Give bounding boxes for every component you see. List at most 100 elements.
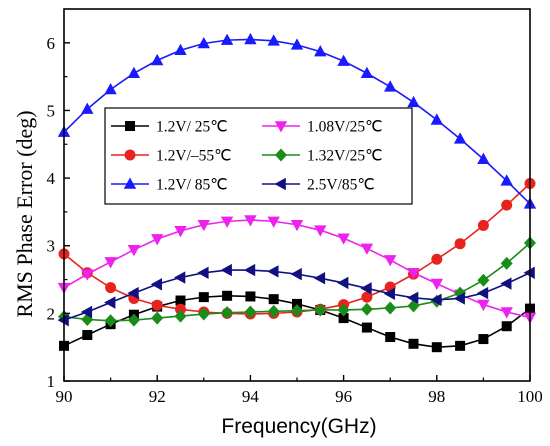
data-point: [313, 271, 326, 285]
data-point: [243, 263, 256, 277]
data-point: [501, 321, 512, 332]
data-point: [453, 292, 465, 305]
legend-label: 1.32V/25℃: [307, 148, 383, 165]
data-point: [80, 305, 93, 319]
data-point: [454, 238, 466, 250]
data-point: [151, 53, 164, 66]
x-tick-label: 94: [242, 387, 260, 406]
data-point: [220, 263, 232, 277]
series-layer: [57, 32, 537, 353]
series-3: [57, 32, 537, 209]
data-point: [197, 36, 210, 49]
legend-item: 1.2V/ 25℃: [111, 119, 228, 136]
x-tick-label: 98: [428, 387, 445, 406]
data-point: [407, 267, 420, 280]
legend-item: 1.08V/25℃: [262, 119, 383, 136]
legend-marker: [123, 177, 137, 189]
data-point: [174, 43, 187, 56]
data-point: [407, 291, 419, 305]
data-point: [104, 257, 117, 269]
y-tick-label: 5: [47, 101, 56, 120]
data-point: [127, 244, 141, 257]
data-point: [430, 278, 443, 291]
data-point: [220, 33, 234, 45]
data-point: [384, 80, 397, 92]
data-point: [455, 340, 466, 351]
data-point: [222, 290, 233, 301]
data-point: [407, 95, 420, 108]
data-point: [197, 219, 210, 232]
data-point: [175, 295, 186, 306]
data-point: [290, 219, 304, 232]
data-point: [291, 304, 303, 318]
data-point: [337, 54, 350, 66]
data-point: [267, 216, 280, 228]
ylabel-group: RMS Phase Error (deg): [12, 110, 37, 317]
data-point: [383, 287, 395, 300]
legend-item: 2.5V/85℃: [262, 177, 375, 194]
data-point: [338, 313, 349, 324]
data-point: [292, 298, 302, 309]
data-point: [500, 307, 513, 319]
legend-marker: [274, 177, 286, 191]
data-point: [430, 293, 442, 307]
data-point: [337, 233, 350, 245]
data-point: [337, 303, 350, 317]
data-point: [267, 265, 279, 278]
data-point: [523, 266, 535, 279]
legend-marker: [125, 121, 135, 131]
data-point: [244, 32, 257, 45]
data-point: [197, 266, 209, 279]
data-point: [500, 174, 513, 186]
series-5: [58, 236, 536, 328]
series-6: [57, 263, 535, 327]
data-point: [244, 215, 257, 227]
legend: 1.2V/ 25℃ 1.2V/–55℃ 1.2V/ 85℃ 1.08V/25℃ 1.32…: [104, 107, 413, 205]
y-tick-label: 3: [47, 237, 56, 256]
data-point: [82, 330, 93, 341]
data-point: [453, 132, 467, 144]
legend-label: 1.08V/25℃: [307, 119, 383, 136]
data-point: [477, 219, 489, 231]
legend-label: 2.5V/85℃: [307, 177, 375, 194]
data-point: [478, 334, 489, 345]
data-point: [174, 309, 187, 323]
data-point: [150, 278, 162, 291]
data-point: [430, 113, 443, 125]
y-tick-label: 4: [47, 169, 56, 188]
data-point: [384, 301, 397, 315]
data-point: [361, 322, 372, 333]
data-point: [174, 271, 186, 284]
data-point: [151, 234, 164, 246]
data-point: [431, 253, 443, 265]
legend-item: 1.32V/25℃: [262, 148, 383, 165]
y-tick-label: 2: [47, 304, 56, 323]
data-point: [198, 292, 209, 303]
legend-label: 1.2V/ 85℃: [156, 177, 228, 194]
y-tick-label: 1: [47, 372, 56, 391]
data-point: [151, 311, 164, 325]
legend-item: 1.2V/–55℃: [111, 148, 232, 165]
data-point: [174, 226, 187, 238]
legend-box: [104, 107, 413, 205]
data-point: [104, 296, 116, 309]
data-point: [384, 255, 397, 267]
data-point: [220, 216, 234, 228]
legend-marker: [275, 148, 287, 162]
data-point: [361, 291, 373, 303]
data-point: [81, 102, 94, 114]
data-point: [221, 306, 234, 320]
x-tick-label: 100: [517, 387, 543, 406]
data-point: [151, 299, 163, 311]
data-point: [314, 225, 327, 237]
data-point: [360, 66, 374, 79]
data-point: [104, 314, 117, 328]
data-point: [360, 302, 373, 316]
data-point: [105, 282, 117, 294]
data-point: [290, 267, 302, 281]
legend-label: 1.2V/ 25℃: [156, 119, 228, 136]
y-tick-label: 6: [47, 34, 56, 53]
axis-layer: 90 92 94 96 98 100 1 2 3 4 5 6: [47, 34, 543, 406]
x-tick-label: 90: [56, 387, 73, 406]
